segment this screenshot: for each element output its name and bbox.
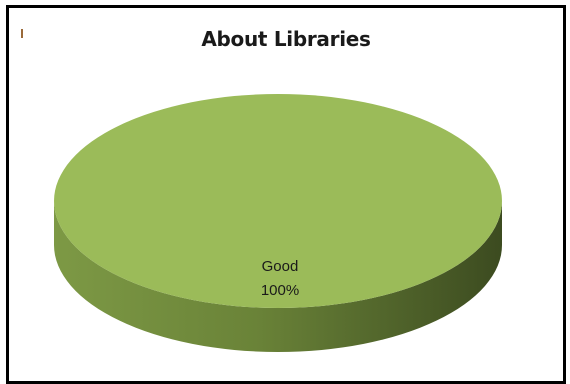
corner-mark	[21, 29, 23, 38]
chart-title: About Libraries	[201, 27, 371, 51]
pie-chart: Good 100%	[54, 94, 502, 352]
pie-slice-top	[54, 94, 502, 308]
slice-label-percent: 100%	[261, 282, 299, 299]
pie-slice-side	[54, 201, 502, 352]
chart-frame: About Libraries Good 100%	[6, 5, 566, 384]
slice-label-name: Good	[262, 258, 299, 275]
